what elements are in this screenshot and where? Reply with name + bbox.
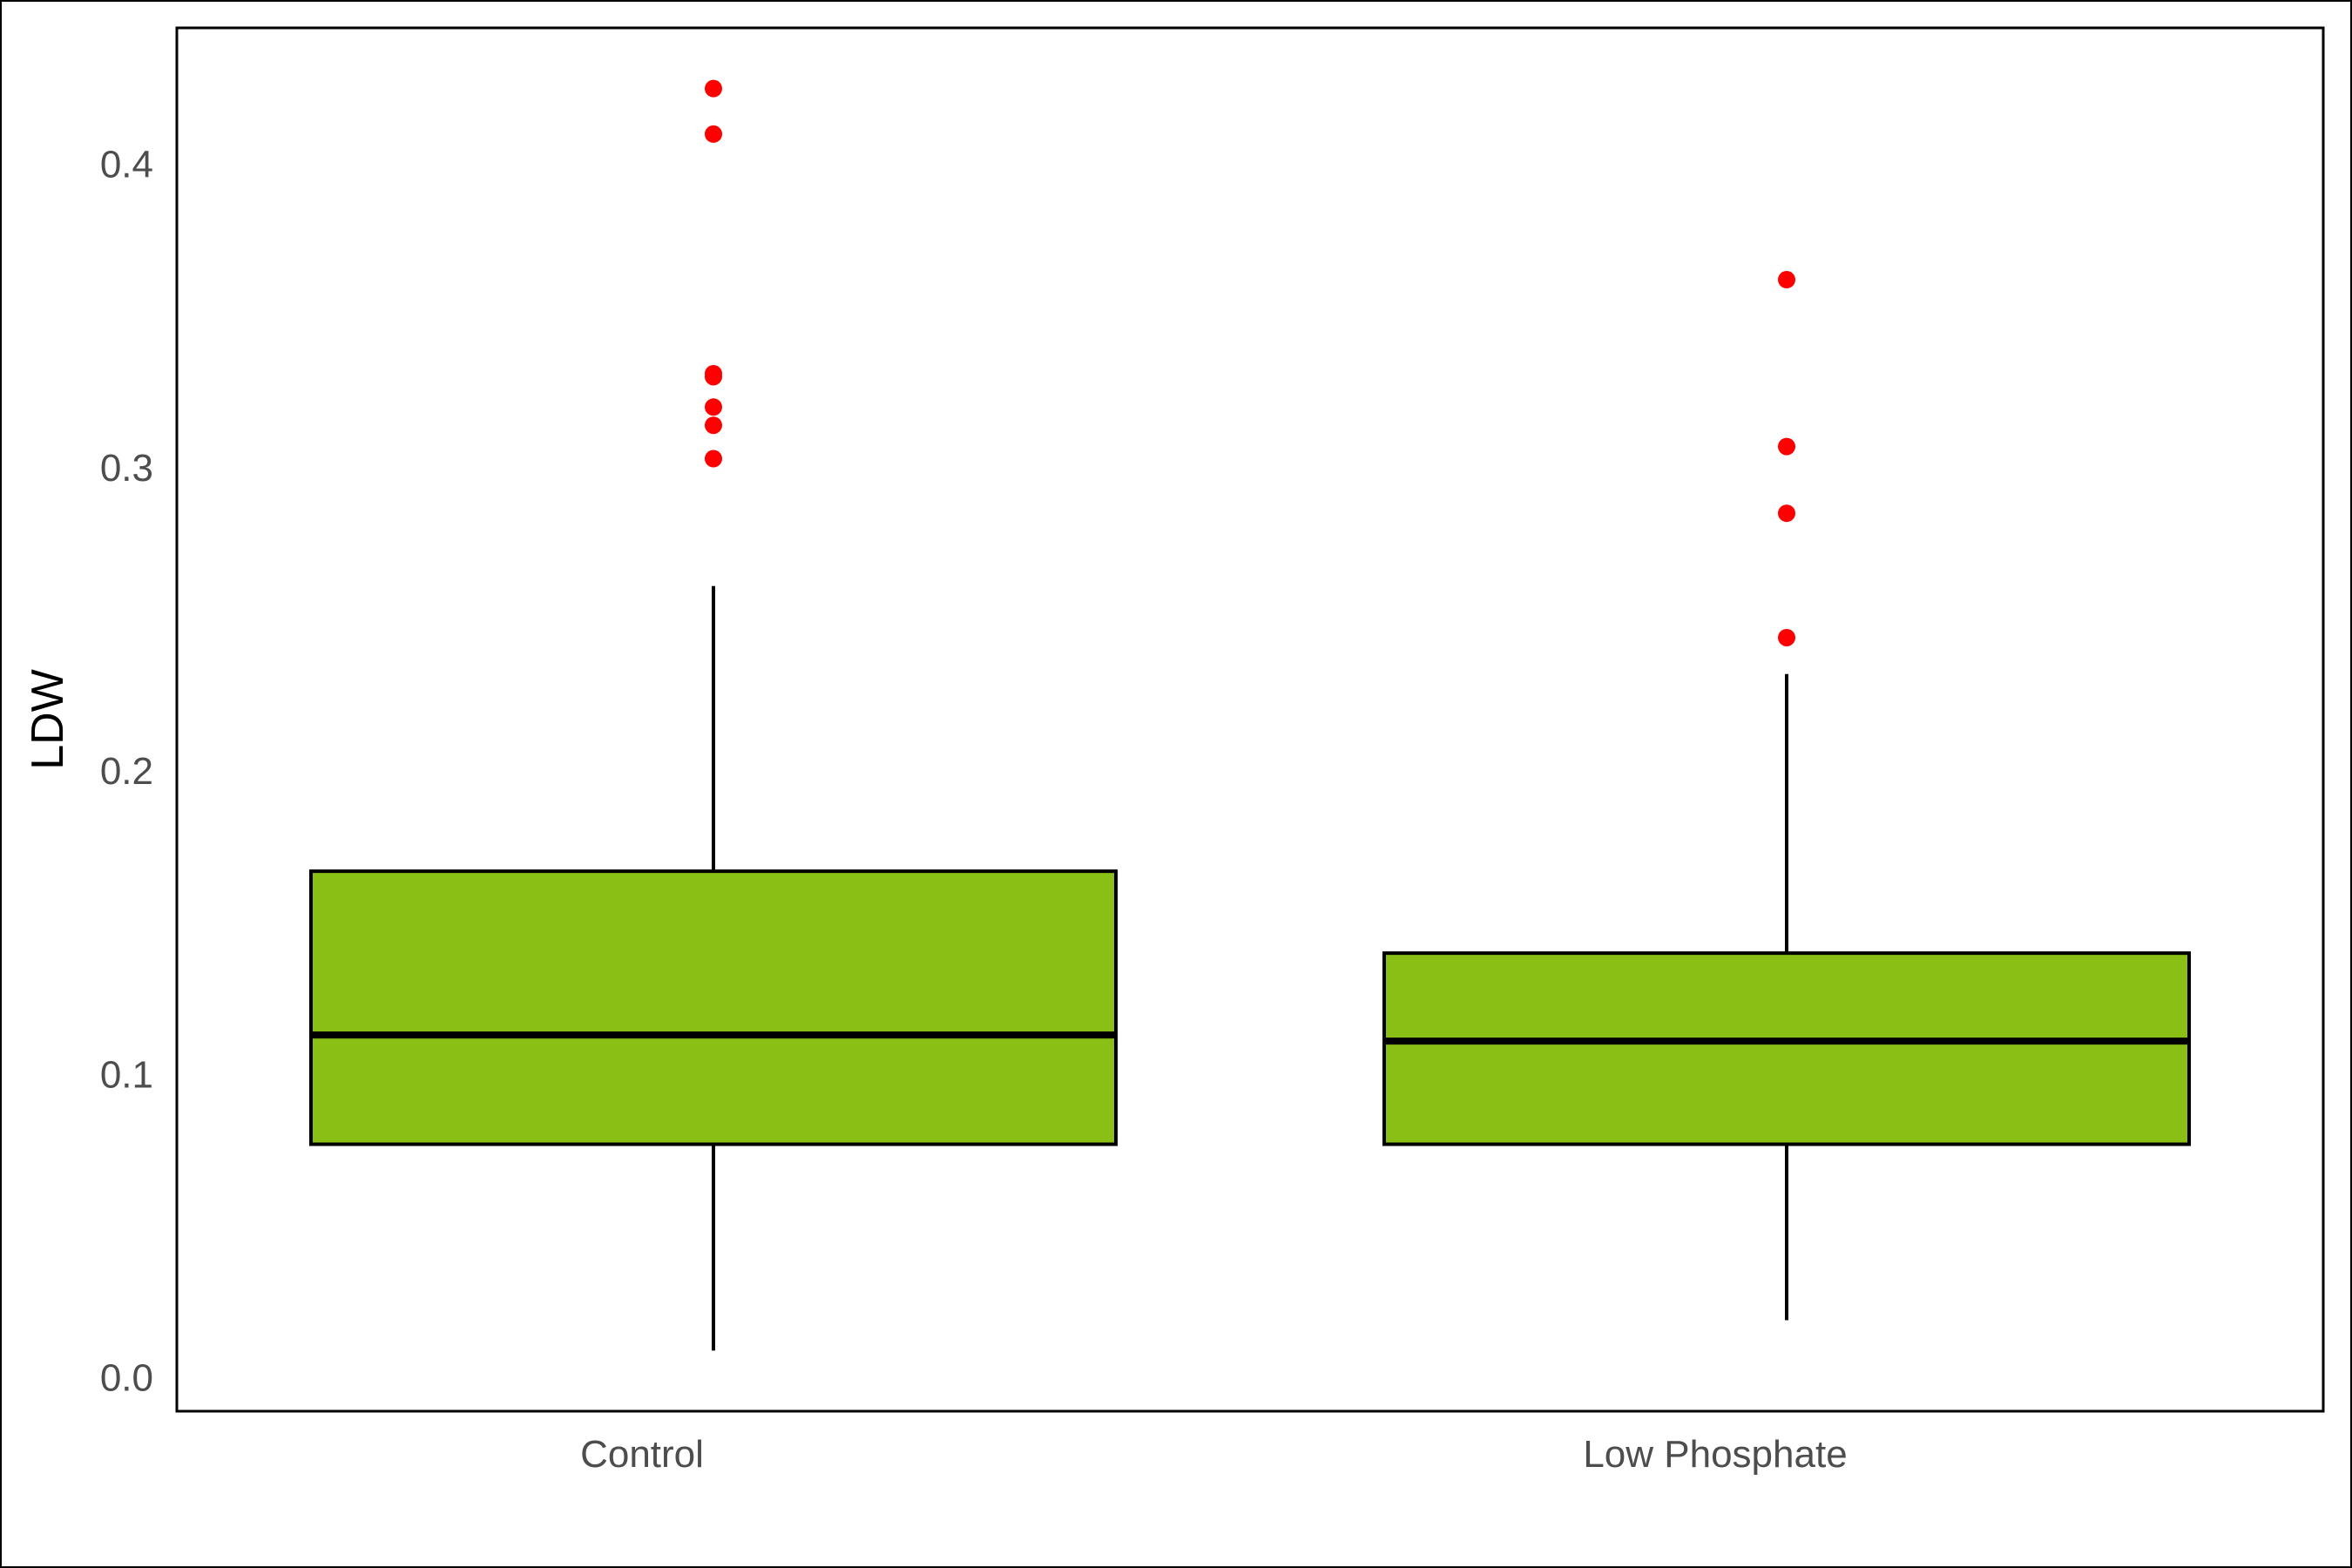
- iqr-box: [309, 869, 1118, 1146]
- outlier-point: [705, 416, 722, 435]
- outlier-point: [705, 365, 722, 382]
- x-tick-label: Control: [580, 1433, 704, 1476]
- outlier-point: [705, 125, 722, 143]
- y-tick-label: 0.0: [100, 1357, 153, 1400]
- x-tick-label: Low Phosphate: [1583, 1433, 1847, 1476]
- outlier-point: [1778, 504, 1795, 523]
- box-group: [1382, 271, 2191, 1321]
- outlier-point: [1778, 437, 1795, 456]
- y-tick-label: 0.3: [100, 447, 153, 490]
- outlier-point: [1778, 628, 1795, 646]
- outlier-point: [1778, 271, 1795, 289]
- outlier-point: [705, 449, 722, 468]
- x-axis-ticks: Control Low Phosphate: [580, 1433, 1848, 1476]
- outlier-point: [705, 398, 722, 416]
- outlier-point: [705, 79, 722, 98]
- y-tick-label: 0.4: [100, 144, 153, 186]
- y-tick-label: 0.1: [100, 1053, 153, 1096]
- plot-panel-border: [175, 26, 2325, 1413]
- box-series: [309, 79, 2191, 1351]
- iqr-box: [1382, 951, 2191, 1146]
- y-axis-title: LDW: [23, 669, 73, 770]
- y-tick-label: 0.2: [100, 750, 153, 793]
- y-axis-ticks: 0.0 0.1 0.2 0.3 0.4: [100, 144, 153, 1400]
- box-group: [309, 79, 1118, 1351]
